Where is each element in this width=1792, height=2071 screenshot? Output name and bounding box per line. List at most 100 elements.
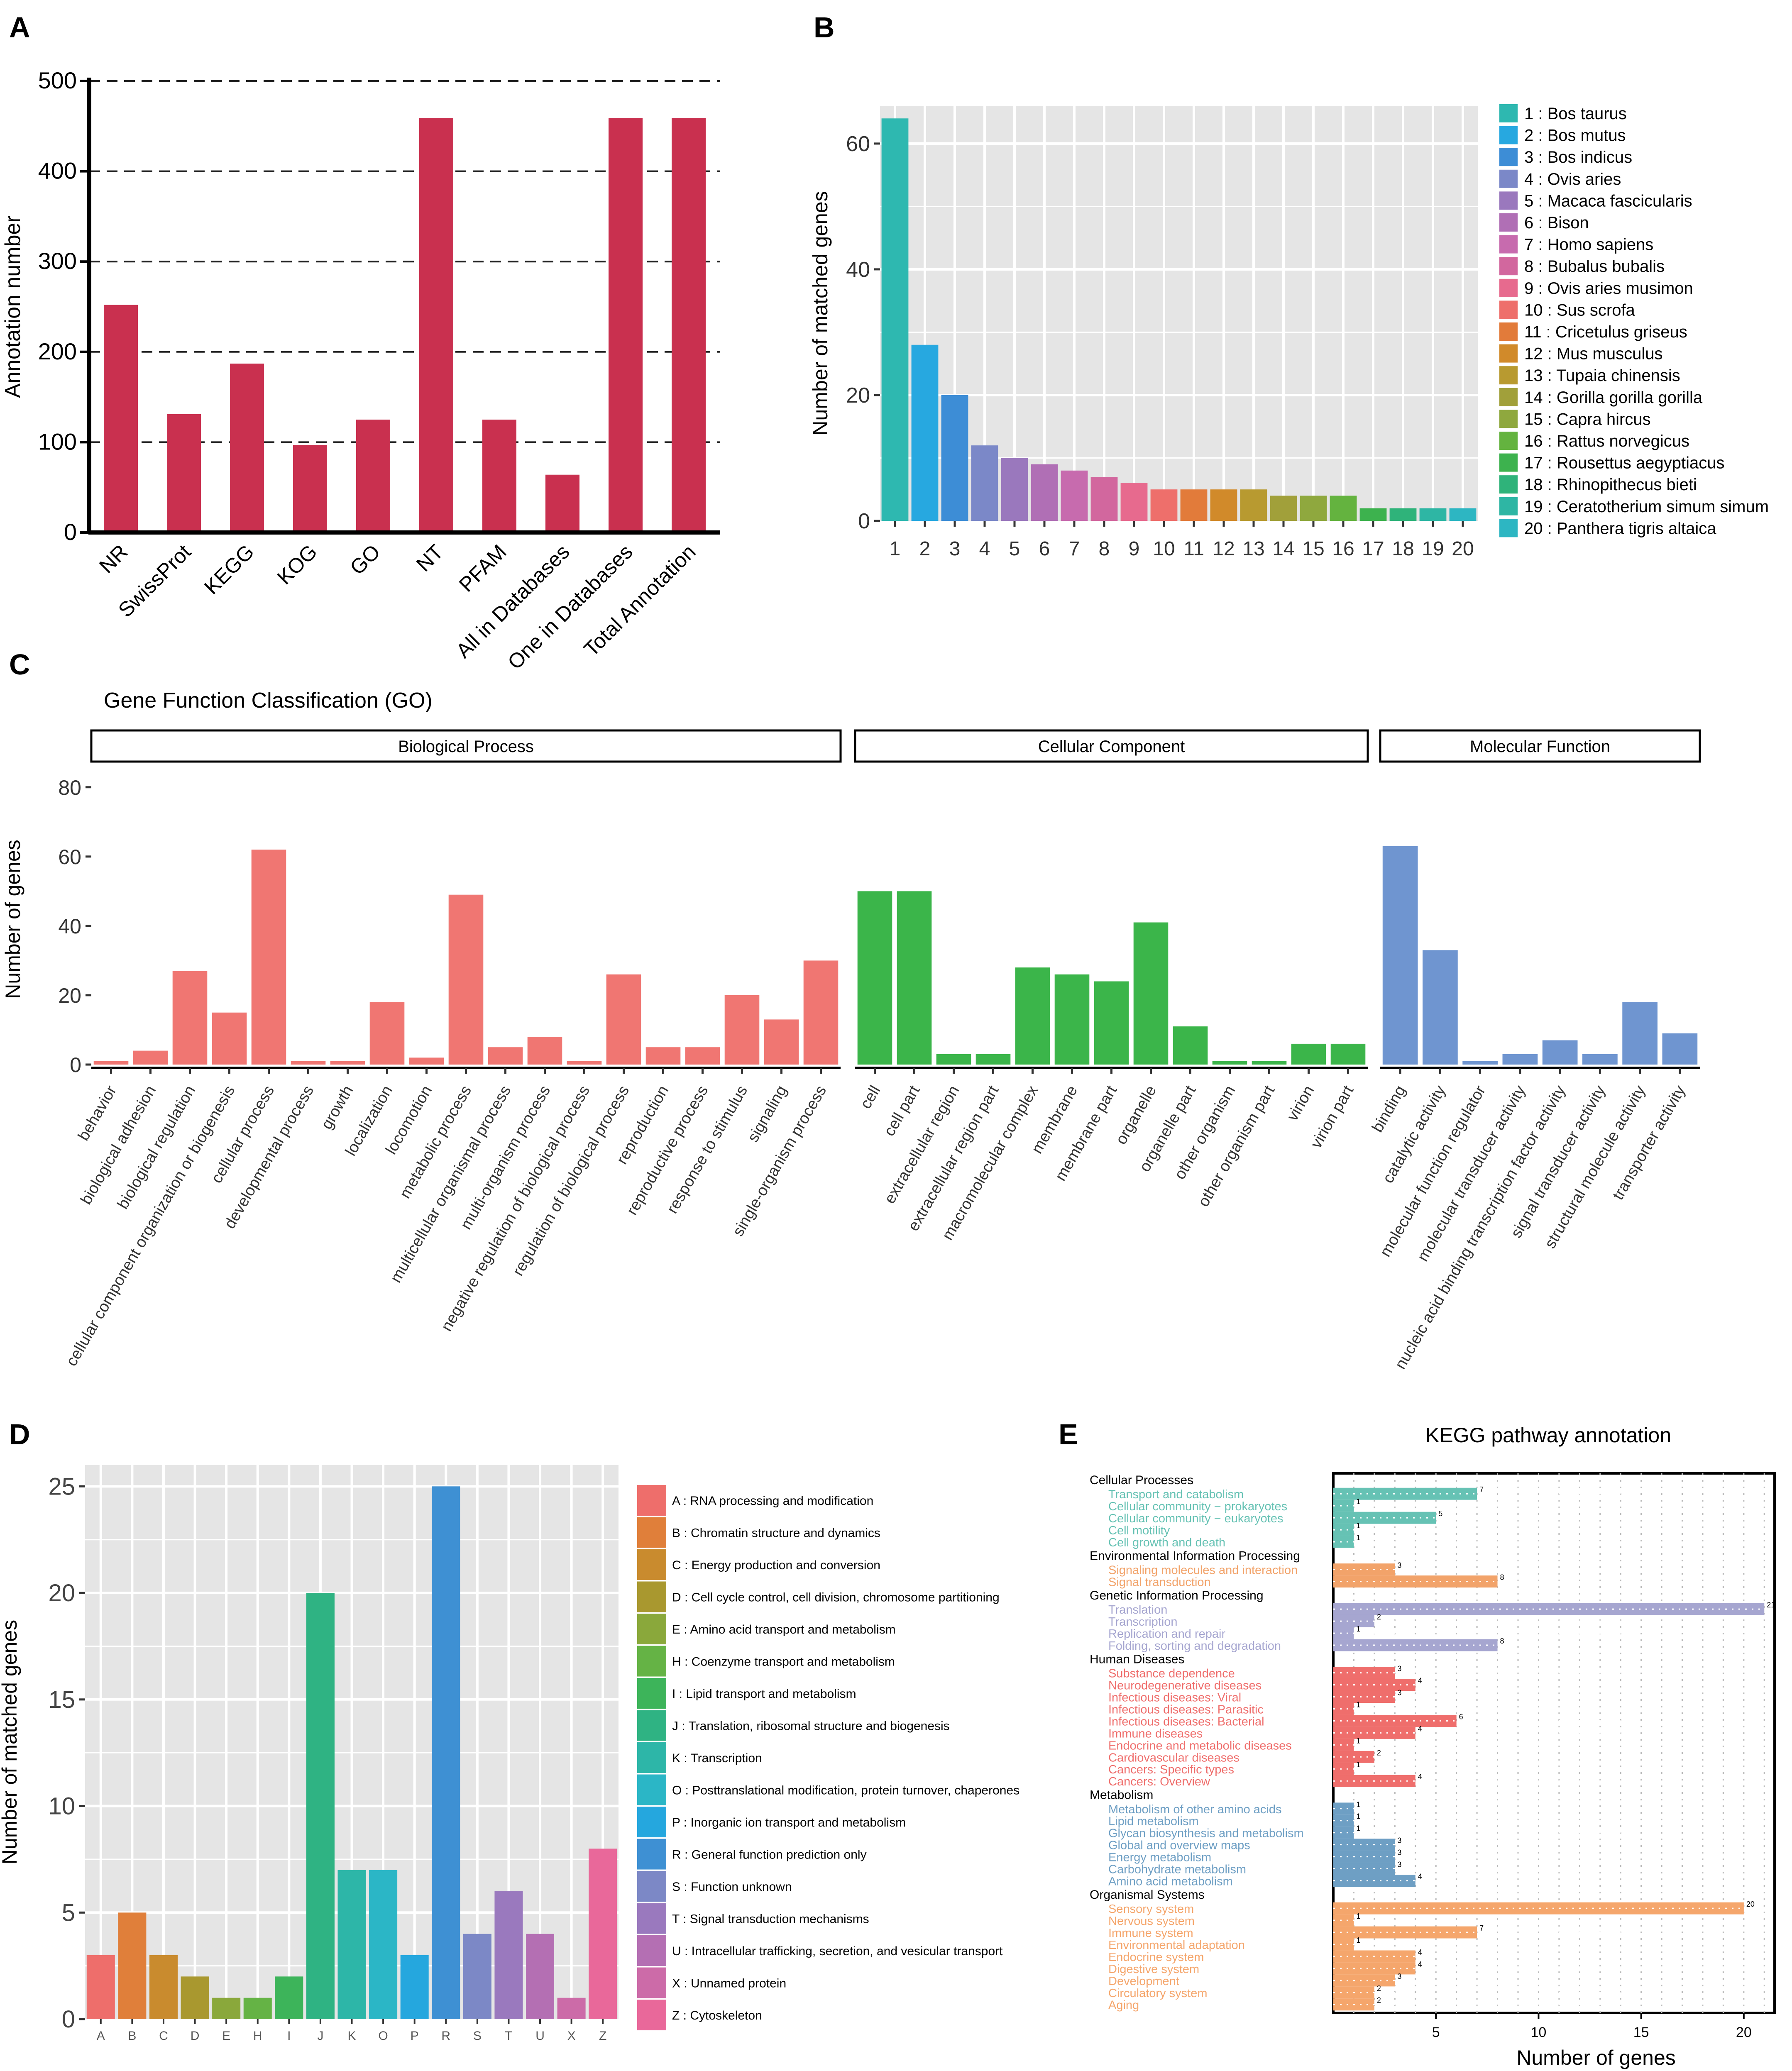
panel-e-bar	[1333, 1500, 1354, 1512]
panel-b-x-tick-label: 12	[1213, 538, 1235, 560]
panel-e-item-label: Translation	[1108, 1603, 1167, 1617]
panel-d-y-tick-label: 5	[62, 1899, 75, 1926]
panel-c-bar	[645, 1047, 681, 1065]
panel-b-x-tick-label: 19	[1422, 538, 1444, 560]
panel-d-legend-swatch	[637, 1774, 666, 1805]
panel-d-legend-swatch	[637, 1839, 666, 1870]
panel-d-x-tick-label: Z	[599, 2029, 606, 2043]
panel-c-bar	[1015, 967, 1050, 1065]
panel-e-item-label: Cellular community − prokaryotes	[1108, 1500, 1287, 1513]
panel-a-y-tick-label: 300	[38, 248, 77, 274]
panel-e-x-tick-label: 10	[1531, 2025, 1547, 2040]
panel-d-bar-T	[494, 1891, 523, 2019]
panel-e-value-label: 20	[1746, 1900, 1755, 1908]
panel-b-legend-swatch	[1499, 278, 1518, 297]
panel-c-x-label: metabolic process	[396, 1083, 475, 1202]
panel-e-value-label: 4	[1418, 1677, 1422, 1685]
panel-e-value-label: 1	[1356, 1736, 1360, 1745]
panel-c-bar	[1542, 1040, 1578, 1065]
panel-c-x-label: virion	[1284, 1083, 1318, 1124]
panel-c-bar	[1212, 1061, 1247, 1065]
panel-d-y-tick-label: 15	[48, 1686, 75, 1713]
panel-e-title: KEGG pathway annotation	[1425, 1424, 1671, 1447]
panel-e-value-label: 1	[1356, 1800, 1360, 1809]
panel-e-value-label: 2	[1377, 1613, 1381, 1621]
panel-c-facet-strip	[854, 729, 1369, 763]
panel-c-chart: Gene Function Classification (GO) Number …	[1, 689, 1701, 1372]
panel-d-bar-X	[557, 1998, 586, 2019]
panel-c-bar	[1423, 950, 1458, 1065]
panel-a-bar-1	[167, 414, 201, 532]
panel-e-item-label: Transport and catabolism	[1108, 1488, 1244, 1501]
panel-c-bar	[448, 894, 484, 1065]
panel-e-bar	[1333, 1703, 1354, 1715]
panel-e-value-label: 4	[1418, 1773, 1422, 1781]
panel-b-legend-swatch	[1499, 191, 1518, 210]
panel-e-bar	[1333, 1815, 1354, 1827]
panel-c-y-title: Number of genes	[1, 840, 24, 999]
panel-e-group-label: Organismal Systems	[1090, 1888, 1205, 1902]
panel-e-value-label: 3	[1397, 1861, 1401, 1869]
panel-b-legend-label: 14 : Gorilla gorilla gorilla	[1524, 388, 1703, 407]
panel-b-x-tick-label: 16	[1332, 538, 1354, 560]
panel-b-bar-11	[1180, 489, 1208, 521]
panel-b-legend-label: 10 : Sus scrofa	[1524, 301, 1636, 319]
panel-c-x-label: extracellular region	[881, 1083, 963, 1207]
panel-a-x-label: All in Databases	[452, 540, 574, 662]
panel-a-x-label: KOG	[273, 540, 322, 589]
panel-d-bar-E	[212, 1998, 241, 2019]
panel-d-legend-label: X : Unnamed protein	[672, 1977, 786, 1990]
panel-d-bar-I	[275, 1976, 303, 2019]
panel-c-x-label: cell part	[880, 1082, 923, 1139]
panel-e-value-label: 3	[1397, 1665, 1401, 1673]
panel-b-bar-7	[1061, 470, 1088, 521]
panel-c-facet-label: Cellular Component	[1038, 738, 1185, 756]
panel-d-legend-label: P : Inorganic ion transport and metaboli…	[672, 1816, 906, 1829]
panel-b-y-title: Number of matched genes	[809, 191, 832, 435]
panel-b-x-tick-label: 3	[949, 538, 961, 560]
panel-e-value-label: 3	[1397, 1849, 1401, 1857]
panel-d-bar-K	[337, 1870, 366, 2019]
panel-e-group-label: Environmental Information Processing	[1090, 1549, 1300, 1563]
panel-d-legend-swatch	[637, 1807, 666, 1837]
panel-c-bar	[1330, 1043, 1366, 1065]
panel-b-legend-swatch	[1499, 257, 1518, 276]
panel-b-legend-label: 16 : Rattus norvegicus	[1524, 432, 1689, 450]
panel-e-value-label: 5	[1438, 1509, 1442, 1518]
panel-b-bar-16	[1330, 496, 1357, 521]
panel-d-x-tick-label: U	[535, 2029, 545, 2043]
panel-d-bar-P	[400, 1955, 429, 2019]
panel-d-bar-Z	[589, 1849, 617, 2019]
panel-e-x-tick-label: 5	[1432, 2025, 1440, 2040]
panel-d-legend-swatch	[637, 1967, 666, 1998]
panel-b-legend-label: 9 : Ovis aries musimon	[1524, 279, 1693, 298]
panel-b-bar-2	[911, 344, 939, 521]
panel-e-value-label: 1	[1356, 1522, 1360, 1530]
panel-b-legend-label: 7 : Homo sapiens	[1524, 236, 1653, 254]
panel-c-bar	[1502, 1054, 1538, 1065]
panel-e-item-label: Cellular community − eukaryotes	[1108, 1512, 1283, 1525]
panel-d-y-title: Number of matched genes	[0, 1620, 21, 1864]
panel-d-x-tick-label: B	[128, 2029, 136, 2043]
panel-e-bar	[1333, 1802, 1354, 1815]
panel-e-item-label: Lipid metabolism	[1108, 1815, 1199, 1828]
panel-b-legend-label: 15 : Capra hircus	[1524, 410, 1651, 428]
panel-e-bar	[1333, 1714, 1457, 1727]
panel-e-item-label: Cardiovascular diseases	[1108, 1751, 1239, 1764]
panel-c-x-label: binding	[1369, 1083, 1409, 1136]
panel-b-y-tick-label: 60	[846, 132, 870, 156]
panel-b-x-tick-label: 11	[1183, 538, 1204, 560]
panel-c-bar	[1173, 1026, 1208, 1065]
panel-a-bar-9	[672, 118, 706, 532]
panel-a-y-tick-label: 500	[38, 67, 77, 93]
panel-c-x-label: growth	[318, 1083, 357, 1133]
panel-b-bar-18	[1389, 508, 1417, 521]
panel-e-bar	[1333, 1902, 1744, 1915]
panel-d-legend-label: C : Energy production and conversion	[672, 1558, 880, 1572]
panel-d-x-tick-label: K	[347, 2029, 356, 2043]
panel-b-legend-label: 11 : Cricetulus griseus	[1524, 323, 1687, 341]
panel-b-x-tick-label: 9	[1129, 538, 1140, 560]
panel-e-value-label: 1	[1356, 1625, 1360, 1633]
panel-c-bar	[975, 1054, 1011, 1065]
